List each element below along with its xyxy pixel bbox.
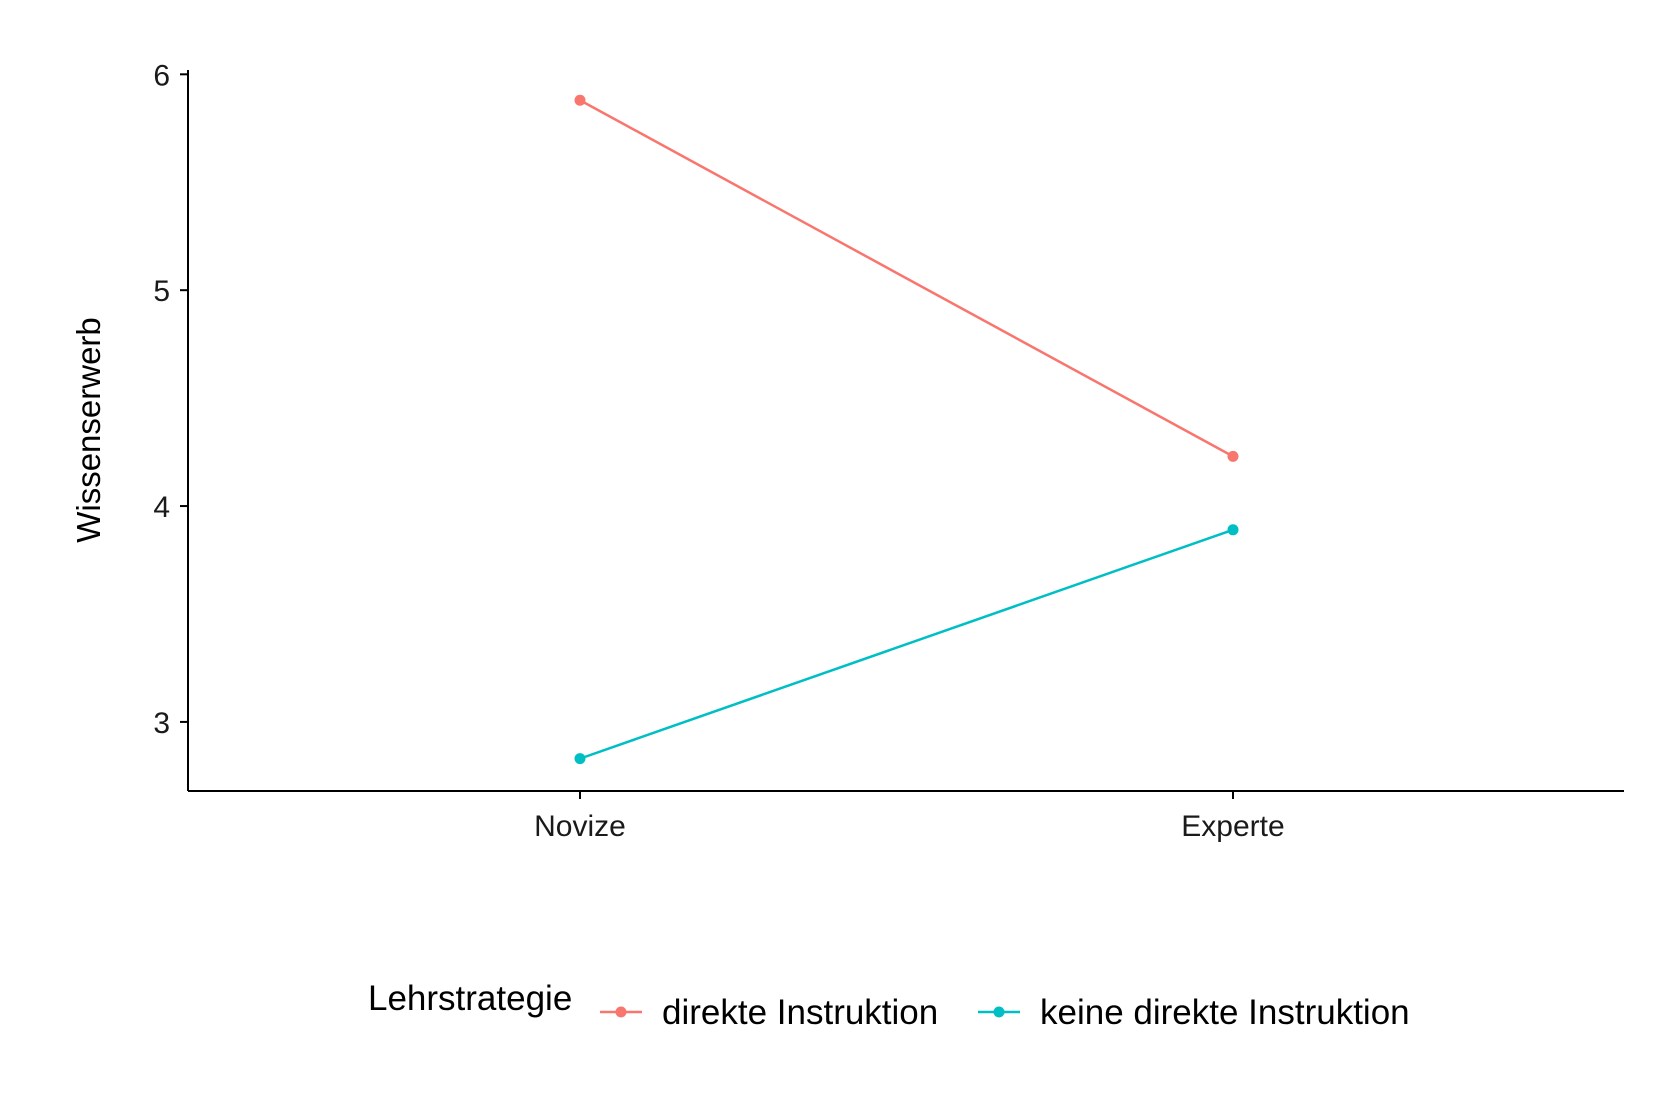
y-tick-label: 4 (153, 491, 170, 524)
x-axis: Novize Experte (188, 790, 1624, 843)
legend-title: Lehrstrategie (368, 979, 572, 1018)
legend-item: direkte Instruktion (600, 993, 938, 1032)
y-tick-label: 3 (153, 707, 170, 740)
x-tick-label: Novize (534, 810, 626, 843)
series-line (579, 99, 1234, 458)
data-point (1227, 450, 1239, 462)
series-line (579, 528, 1234, 760)
y-tick-label: 5 (153, 275, 170, 308)
data-point (574, 753, 586, 765)
plot-area (574, 94, 1239, 765)
y-axis: 3 4 5 6 (153, 59, 189, 791)
legend-item: keine direkte Instruktion (978, 993, 1410, 1032)
x-tick-label: Experte (1181, 810, 1284, 843)
data-point (1227, 524, 1239, 536)
data-point (574, 94, 586, 106)
y-axis-title: Wissenserwerb (70, 317, 107, 543)
y-tick-label: 6 (153, 59, 170, 92)
legend-key-point (615, 1006, 627, 1018)
legend-key-point (993, 1006, 1005, 1018)
series-2 (574, 524, 1239, 765)
legend-label: direkte Instruktion (662, 993, 938, 1032)
legend: Lehrstrategie direkte Instruktion keine d… (368, 979, 1410, 1032)
series-1 (574, 94, 1239, 462)
legend-label: keine direkte Instruktion (1040, 993, 1410, 1032)
